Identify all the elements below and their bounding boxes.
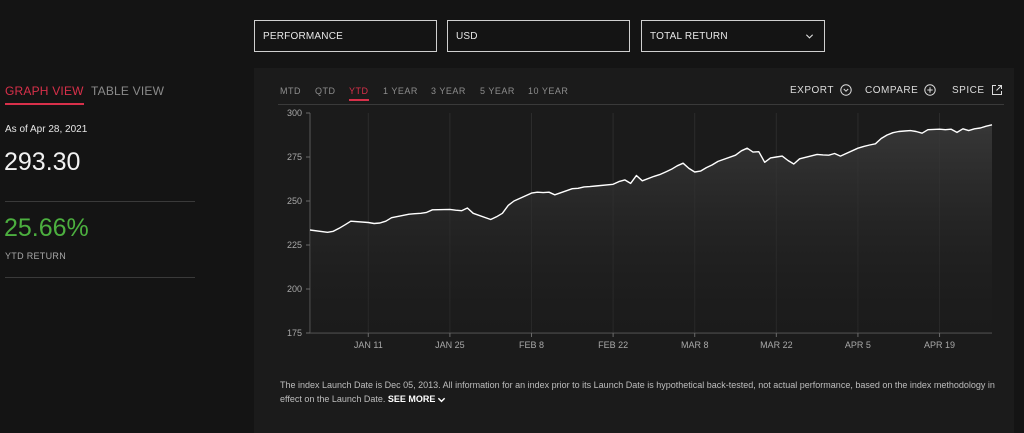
- y-axis-ticks: 175 200 225 250 275 300: [287, 108, 310, 338]
- y-tick-label: 225: [287, 240, 302, 250]
- spice-label: SPICE: [952, 84, 985, 96]
- currency-select-label: USD: [456, 30, 478, 42]
- x-tick-label: FEB 22: [598, 340, 628, 350]
- period-1-year[interactable]: 1 YEAR: [383, 86, 418, 96]
- tab-table-view[interactable]: TABLE VIEW: [91, 84, 165, 98]
- divider: [5, 277, 195, 278]
- period-10-year[interactable]: 10 YEAR: [528, 86, 569, 96]
- chevron-down-icon: [805, 33, 814, 39]
- y-tick-label: 300: [287, 108, 302, 118]
- x-tick-label: FEB 8: [519, 340, 544, 350]
- tab-graph-view[interactable]: GRAPH VIEW: [5, 84, 84, 105]
- export-label: EXPORT: [790, 84, 834, 96]
- x-tick-label: APR 5: [845, 340, 871, 350]
- compare-button[interactable]: COMPARE: [865, 84, 937, 96]
- performance-select-label: PERFORMANCE: [263, 30, 343, 42]
- as-of-date: As of Apr 28, 2021: [5, 124, 88, 135]
- return-type-select[interactable]: TOTAL RETURN: [641, 20, 825, 52]
- divider: [5, 201, 195, 202]
- x-tick-label: MAR 22: [760, 340, 793, 350]
- chevron-down-icon: [438, 397, 446, 402]
- period-ytd[interactable]: YTD: [349, 86, 369, 101]
- performance-area: [310, 124, 992, 333]
- performance-select[interactable]: PERFORMANCE: [254, 20, 437, 52]
- external-link-icon: [991, 85, 1002, 95]
- x-tick-label: JAN 11: [354, 340, 383, 350]
- period-3-year[interactable]: 3 YEAR: [431, 86, 466, 96]
- y-tick-label: 200: [287, 284, 302, 294]
- x-axis-ticks: JAN 11 JAN 25 FEB 8 FEB 22 MAR 8 MAR 22 APR 5 A…: [354, 333, 955, 350]
- disclaimer-text: The index Launch Date is Dec 05, 2013. A…: [280, 380, 995, 404]
- chevron-circle-down-icon: [840, 84, 852, 96]
- tabs-divider: [278, 104, 1004, 105]
- return-type-select-label: TOTAL RETURN: [650, 30, 728, 42]
- period-mtd[interactable]: MTD: [280, 86, 301, 96]
- ytd-return-label: YTD RETURN: [5, 251, 66, 261]
- compare-label: COMPARE: [865, 84, 919, 96]
- y-tick-label: 275: [287, 152, 302, 162]
- ytd-return-value: 25.66%: [4, 214, 89, 242]
- see-more-label: SEE MORE: [387, 394, 436, 404]
- performance-line: [309, 124, 993, 233]
- x-tick-label: JAN 25: [435, 340, 465, 350]
- x-tick-label: MAR 8: [681, 340, 709, 350]
- period-5-year[interactable]: 5 YEAR: [480, 86, 515, 96]
- plus-circle-icon: [924, 84, 937, 96]
- export-button[interactable]: EXPORT: [790, 84, 852, 96]
- y-tick-label: 250: [287, 196, 302, 206]
- y-tick-label: 175: [287, 328, 302, 338]
- disclaimer: The index Launch Date is Dec 05, 2013. A…: [280, 378, 1000, 406]
- period-qtd[interactable]: QTD: [315, 86, 336, 96]
- spice-link[interactable]: SPICE: [952, 84, 1003, 96]
- index-value: 293.30: [4, 148, 81, 176]
- see-more-link[interactable]: SEE MORE: [388, 394, 447, 404]
- x-tick-label: APR 19: [924, 340, 955, 350]
- currency-select[interactable]: USD: [447, 20, 630, 52]
